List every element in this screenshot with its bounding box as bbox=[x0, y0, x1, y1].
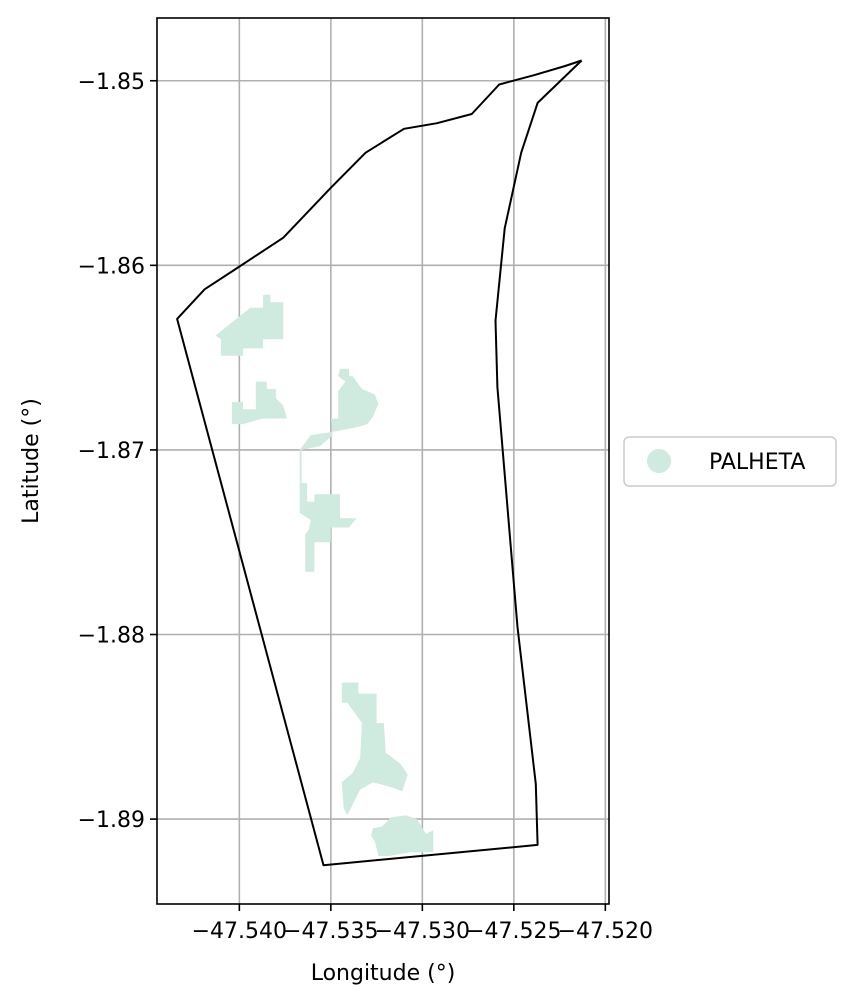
legend-label-palheta: PALHETA bbox=[709, 450, 805, 475]
y-tick-label: −1.87 bbox=[78, 439, 145, 464]
y-tick-label: −1.89 bbox=[78, 808, 145, 833]
x-tick-label: −47.525 bbox=[466, 919, 561, 944]
grid-lines bbox=[157, 18, 609, 904]
palheta-patch bbox=[341, 682, 408, 816]
x-axis-label: Longitude (°) bbox=[311, 961, 456, 986]
palheta-patch bbox=[215, 294, 284, 356]
boundary-outline bbox=[176, 59, 583, 867]
y-axis-label: Latitude (°) bbox=[19, 398, 44, 524]
x-tick-label: −47.535 bbox=[283, 919, 378, 944]
x-tick-label: −47.530 bbox=[375, 919, 470, 944]
legend: PALHETA bbox=[623, 436, 837, 487]
legend-box bbox=[623, 436, 837, 487]
palheta-patch bbox=[371, 815, 434, 856]
palheta-patch bbox=[232, 381, 287, 425]
plot-frame bbox=[156, 17, 610, 905]
x-axis-ticks: −47.540−47.535−47.530−47.525−47.520 bbox=[192, 904, 653, 944]
y-tick-label: −1.85 bbox=[78, 70, 145, 95]
palheta-features bbox=[215, 294, 434, 856]
x-tick-label: −47.540 bbox=[192, 919, 287, 944]
y-tick-label: −1.86 bbox=[78, 254, 145, 279]
palheta-patch bbox=[299, 368, 379, 572]
x-tick-label: −47.520 bbox=[558, 919, 653, 944]
legend-marker-palheta bbox=[647, 449, 671, 473]
y-tick-label: −1.88 bbox=[78, 624, 145, 649]
study-area-boundary bbox=[176, 59, 583, 867]
y-axis-ticks: −1.85 −1.86 −1.87 −1.88 −1.89 bbox=[78, 70, 157, 833]
